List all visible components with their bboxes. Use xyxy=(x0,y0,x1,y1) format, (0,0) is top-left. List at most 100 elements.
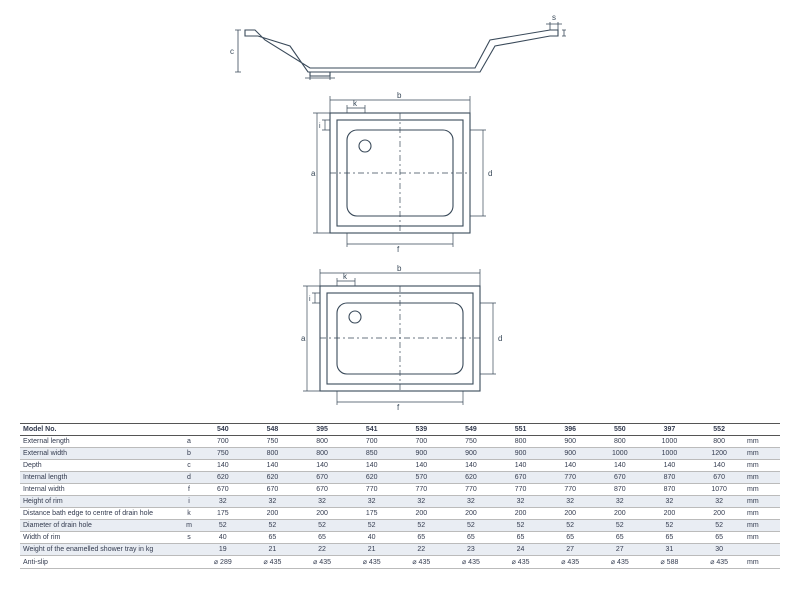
row-symbol: k xyxy=(180,508,198,520)
spec-cell: 900 xyxy=(397,448,447,460)
spec-cell: 770 xyxy=(496,484,546,496)
spec-cell: 32 xyxy=(446,496,496,508)
model-col: 549 xyxy=(446,424,496,436)
spec-cell: 65 xyxy=(397,532,447,544)
row-label: Width of rim xyxy=(20,532,180,544)
spec-cell: 620 xyxy=(248,472,298,484)
spec-cell: 870 xyxy=(645,484,695,496)
spec-cell: 870 xyxy=(645,472,695,484)
spec-cell: 770 xyxy=(446,484,496,496)
model-col: 552 xyxy=(694,424,744,436)
label-d1: d xyxy=(488,169,492,178)
plan-drawing-2: b k a i d f xyxy=(275,261,525,411)
spec-cell: 140 xyxy=(545,460,595,472)
spec-cell: 32 xyxy=(248,496,298,508)
spec-cell: 21 xyxy=(347,544,397,556)
spec-cell: ⌀ 435 xyxy=(248,556,298,569)
row-symbol: b xyxy=(180,448,198,460)
spec-cell: 32 xyxy=(645,496,695,508)
label-c: c xyxy=(230,47,234,56)
spec-cell: 900 xyxy=(496,448,546,460)
spec-cell: ⌀ 588 xyxy=(645,556,695,569)
spec-cell: ⌀ 435 xyxy=(496,556,546,569)
spec-cell: 65 xyxy=(297,532,347,544)
spec-cell: 52 xyxy=(595,520,645,532)
row-label: Anti-slip xyxy=(20,556,180,569)
row-symbol xyxy=(180,544,198,556)
spec-cell: 22 xyxy=(397,544,447,556)
spec-cell: 140 xyxy=(397,460,447,472)
row-symbol: i xyxy=(180,496,198,508)
spec-cell: 800 xyxy=(694,436,744,448)
spec-cell: 175 xyxy=(198,508,248,520)
spec-cell: 32 xyxy=(198,496,248,508)
row-symbol: d xyxy=(180,472,198,484)
spec-cell: 570 xyxy=(397,472,447,484)
spec-cell: 870 xyxy=(595,484,645,496)
spec-cell: 52 xyxy=(545,520,595,532)
spec-body: External lengtha700750800700700750800900… xyxy=(20,436,780,569)
spec-cell: 670 xyxy=(595,472,645,484)
model-col: 548 xyxy=(248,424,298,436)
spec-cell: 140 xyxy=(446,460,496,472)
spec-cell: 32 xyxy=(297,496,347,508)
row-label: External length xyxy=(20,436,180,448)
label-f2: f xyxy=(397,403,400,411)
spec-cell: 23 xyxy=(446,544,496,556)
spec-cell: 900 xyxy=(446,448,496,460)
spec-cell: 65 xyxy=(545,532,595,544)
spec-cell: 65 xyxy=(595,532,645,544)
spec-cell: 140 xyxy=(645,460,695,472)
row-unit: mm xyxy=(744,532,780,544)
spec-row: Height of rimi3232323232323232323232mm xyxy=(20,496,780,508)
spec-cell: 175 xyxy=(347,508,397,520)
row-unit: mm xyxy=(744,508,780,520)
spec-cell: 900 xyxy=(545,436,595,448)
spec-row: Anti-slip⌀ 289⌀ 435⌀ 435⌀ 435⌀ 435⌀ 435⌀… xyxy=(20,556,780,569)
spec-cell: ⌀ 435 xyxy=(397,556,447,569)
spec-cell: 800 xyxy=(248,448,298,460)
row-unit: mm xyxy=(744,472,780,484)
spec-cell: 140 xyxy=(595,460,645,472)
spec-cell: 40 xyxy=(198,532,248,544)
row-symbol: f xyxy=(180,484,198,496)
row-label: Internal length xyxy=(20,472,180,484)
spec-row: Depthc140140140140140140140140140140140m… xyxy=(20,460,780,472)
spec-cell: 40 xyxy=(347,532,397,544)
spec-cell: 52 xyxy=(198,520,248,532)
spec-cell: 140 xyxy=(297,460,347,472)
row-unit: mm xyxy=(744,436,780,448)
label-i2: i xyxy=(309,296,311,303)
row-symbol: s xyxy=(180,532,198,544)
profile-drawing: c m s xyxy=(190,10,610,80)
spec-cell: 27 xyxy=(595,544,645,556)
spec-cell: 52 xyxy=(496,520,546,532)
label-b1: b xyxy=(397,91,402,100)
label-d2: d xyxy=(498,334,502,343)
spec-cell: 1000 xyxy=(595,448,645,460)
row-label: Internal width xyxy=(20,484,180,496)
spec-header-row: Model No. 540548395541539549551396550397… xyxy=(20,424,780,436)
spec-cell: 52 xyxy=(297,520,347,532)
spec-cell: 65 xyxy=(248,532,298,544)
spec-cell: 750 xyxy=(446,436,496,448)
spec-cell: 670 xyxy=(297,472,347,484)
row-symbol: c xyxy=(180,460,198,472)
model-col: 541 xyxy=(347,424,397,436)
spec-cell: 140 xyxy=(198,460,248,472)
technical-drawings: c m s b k a i d f xyxy=(20,10,780,411)
spec-row: Distance bath edge to centre of drain ho… xyxy=(20,508,780,520)
row-label: External width xyxy=(20,448,180,460)
row-label: Weight of the enamelled shower tray in k… xyxy=(20,544,180,556)
label-a1: a xyxy=(311,169,316,178)
row-label: Distance bath edge to centre of drain ho… xyxy=(20,508,180,520)
spec-cell: 65 xyxy=(694,532,744,544)
row-unit: mm xyxy=(744,520,780,532)
row-label: Depth xyxy=(20,460,180,472)
spec-row: Width of rims4065654065656565656565mm xyxy=(20,532,780,544)
spec-cell: 200 xyxy=(595,508,645,520)
spec-cell: 1000 xyxy=(645,436,695,448)
spec-cell: ⌀ 435 xyxy=(545,556,595,569)
label-a2: a xyxy=(301,334,306,343)
row-unit: mm xyxy=(744,460,780,472)
